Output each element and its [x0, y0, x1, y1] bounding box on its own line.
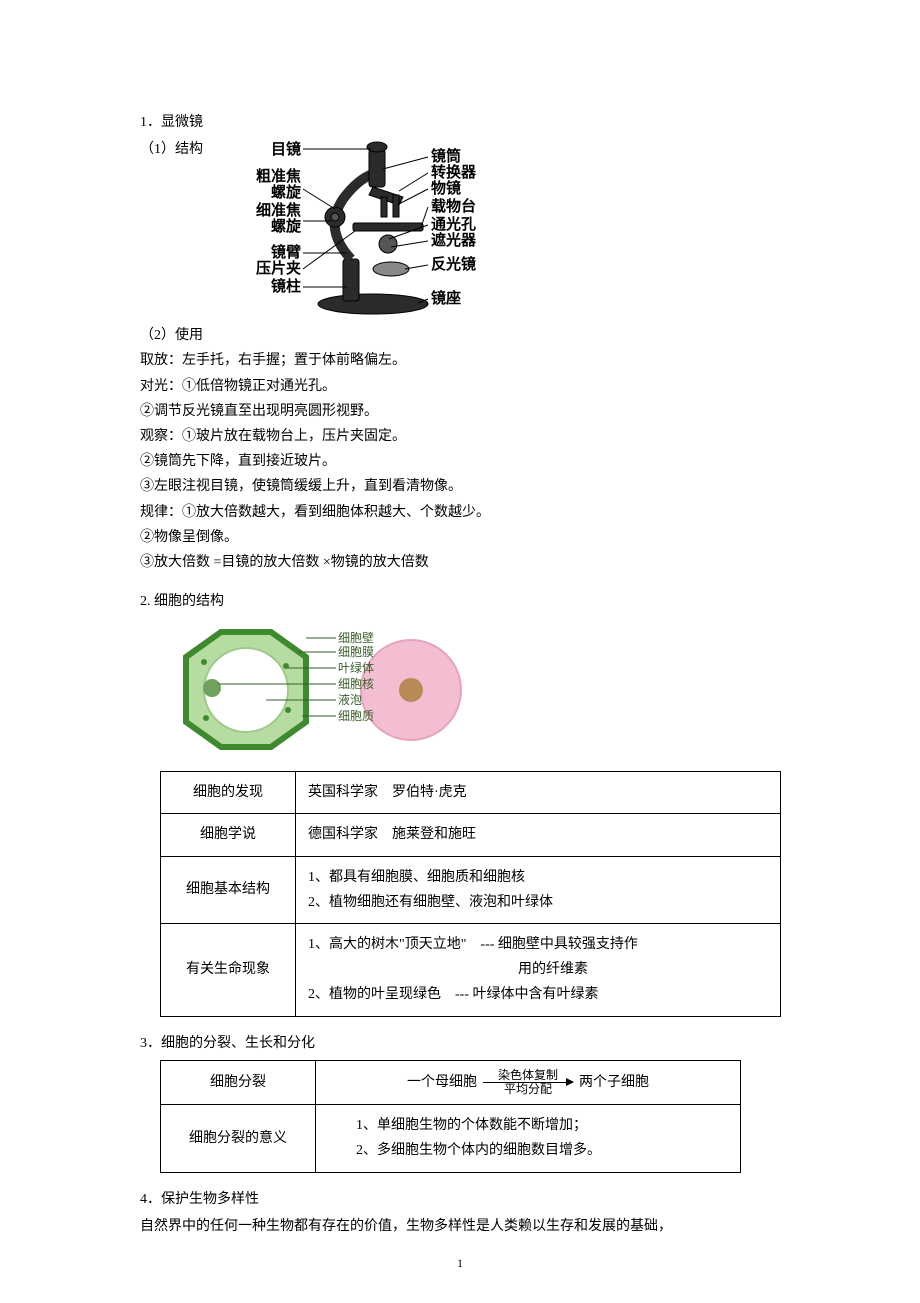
micro-label-right-3: 载物台 [431, 197, 476, 215]
usage-l2: 对光：①低倍物镜正对通光孔。 [140, 374, 790, 399]
s3-arrow-top: 染色体复制 [498, 1069, 558, 1082]
micro-label-left-1: 粗准焦 [256, 167, 301, 185]
cell-diagram: 细胞壁 细胞膜 叶绿体 细胞核 液泡 细胞质 [166, 622, 790, 757]
usage-l1: 取放：左手托，右手握；置于体前略偏左。 [140, 348, 790, 373]
table-row: 细胞基本结构 1、都具有细胞膜、细胞质和细胞核 2、植物细胞还有细胞壁、液泡和叶… [161, 856, 781, 923]
micro-label-left-2: 螺旋 [271, 183, 302, 201]
section1-title: 1．显微镜 [140, 110, 790, 135]
micro-label-right-0: 镜筒 [431, 147, 461, 165]
micro-label-left-7: 镜柱 [271, 277, 301, 295]
table-row: 细胞学说 德国科学家 施莱登和施旺 [161, 814, 781, 856]
usage-l9: ③放大倍数 =目镜的放大倍数 ×物镜的放大倍数 [140, 550, 790, 575]
s2-r0-k: 细胞的发现 [161, 772, 296, 814]
table-row: 细胞分裂的意义 1、单细胞生物的个体数能不断增加； 2、多细胞生物个体内的细胞数… [161, 1105, 741, 1172]
usage-l4: 观察：①玻片放在载物台上，压片夹固定。 [140, 424, 790, 449]
micro-label-right-1: 转换器 [431, 163, 477, 181]
usage-l5: ②镜筒先下降，直到接近玻片。 [140, 449, 790, 474]
section3-title: 3．细胞的分裂、生长和分化 [140, 1031, 790, 1056]
micro-label-right-4: 通光孔 [431, 215, 476, 233]
s3-r0-v: 一个母细胞 染色体复制 平均分配 两个子细胞 [316, 1060, 741, 1104]
table-row: 细胞分裂 一个母细胞 染色体复制 平均分配 两个子细胞 [161, 1060, 741, 1104]
page-number: 1 [0, 1253, 920, 1275]
table-row: 有关生命现象 1、高大的树木"顶天立地" --- 细胞壁中具较强支持作 用的纤维… [161, 924, 781, 1017]
section2-title: 2. 细胞的结构 [140, 589, 790, 614]
s3-r1-v: 1、单细胞生物的个体数能不断增加； 2、多细胞生物个体内的细胞数目增多。 [316, 1105, 741, 1172]
s2-r3-k: 有关生命现象 [161, 924, 296, 1017]
s2-r3-v: 1、高大的树木"顶天立地" --- 细胞壁中具较强支持作 用的纤维素 2、植物的… [296, 924, 781, 1017]
section1-sub2: （2）使用 [140, 323, 790, 348]
section1-sub1: （1）结构 [140, 137, 203, 162]
microscope-diagram: 目镜 粗准焦 螺旋 细准焦 螺旋 镜臂 压片夹 镜柱 镜筒 转换器 物镜 载物台… [223, 139, 503, 319]
s3-r1-k: 细胞分裂的意义 [161, 1105, 316, 1172]
micro-label-left-5: 镜臂 [271, 243, 301, 261]
micro-label-left-0: 目镜 [271, 140, 301, 158]
s3-r0-k: 细胞分裂 [161, 1060, 316, 1104]
micro-label-right-7: 镜座 [431, 289, 461, 307]
s2-r0-v: 英国科学家 罗伯特·虎克 [296, 772, 781, 814]
cell-label-3: 细胞核 [338, 677, 374, 691]
section4-title: 4．保护生物多样性 [140, 1187, 790, 1212]
s2-r1-k: 细胞学说 [161, 814, 296, 856]
s2-r1-v: 德国科学家 施莱登和施旺 [296, 814, 781, 856]
usage-l8: ②物像呈倒像。 [140, 525, 790, 550]
s2-r2-v: 1、都具有细胞膜、细胞质和细胞核 2、植物细胞还有细胞壁、液泡和叶绿体 [296, 856, 781, 923]
micro-label-left-6: 压片夹 [256, 259, 301, 277]
micro-label-left-3: 细准焦 [256, 201, 301, 219]
s3-arrow-bottom: 平均分配 [504, 1083, 552, 1096]
cell-label-0: 细胞壁 [338, 630, 374, 645]
usage-l3: ②调节反光镜直至出现明亮圆形视野。 [140, 399, 790, 424]
s2-r2-k: 细胞基本结构 [161, 856, 296, 923]
micro-label-right-6: 反光镜 [431, 255, 476, 273]
section2-table: 细胞的发现 英国科学家 罗伯特·虎克 细胞学说 德国科学家 施莱登和施旺 细胞基… [160, 771, 781, 1016]
table-row: 细胞的发现 英国科学家 罗伯特·虎克 [161, 772, 781, 814]
micro-label-right-2: 物镜 [431, 179, 461, 197]
micro-label-right-5: 遮光器 [431, 231, 477, 249]
cell-label-5: 细胞质 [338, 709, 374, 723]
cell-label-4: 液泡 [338, 692, 362, 707]
s3-arrow-left: 一个母细胞 [407, 1070, 477, 1095]
micro-label-left-4: 螺旋 [271, 217, 302, 235]
cell-label-2: 叶绿体 [338, 660, 374, 675]
usage-l7: 规律：①放大倍数越大，看到细胞体积越大、个数越少。 [140, 500, 790, 525]
section3-table: 细胞分裂 一个母细胞 染色体复制 平均分配 两个子细胞 细胞分裂的意义 1、单细… [160, 1060, 741, 1173]
s3-arrow-right: 两个子细胞 [579, 1070, 649, 1095]
section4-body: 自然界中的任何一种生物都有存在的价值，生物多样性是人类赖以生存和发展的基础， [140, 1214, 790, 1239]
arrow-icon [483, 1082, 573, 1083]
usage-l6: ③左眼注视目镜，使镜筒缓缓上升，直到看清物像。 [140, 474, 790, 499]
cell-label-1: 细胞膜 [338, 645, 374, 659]
